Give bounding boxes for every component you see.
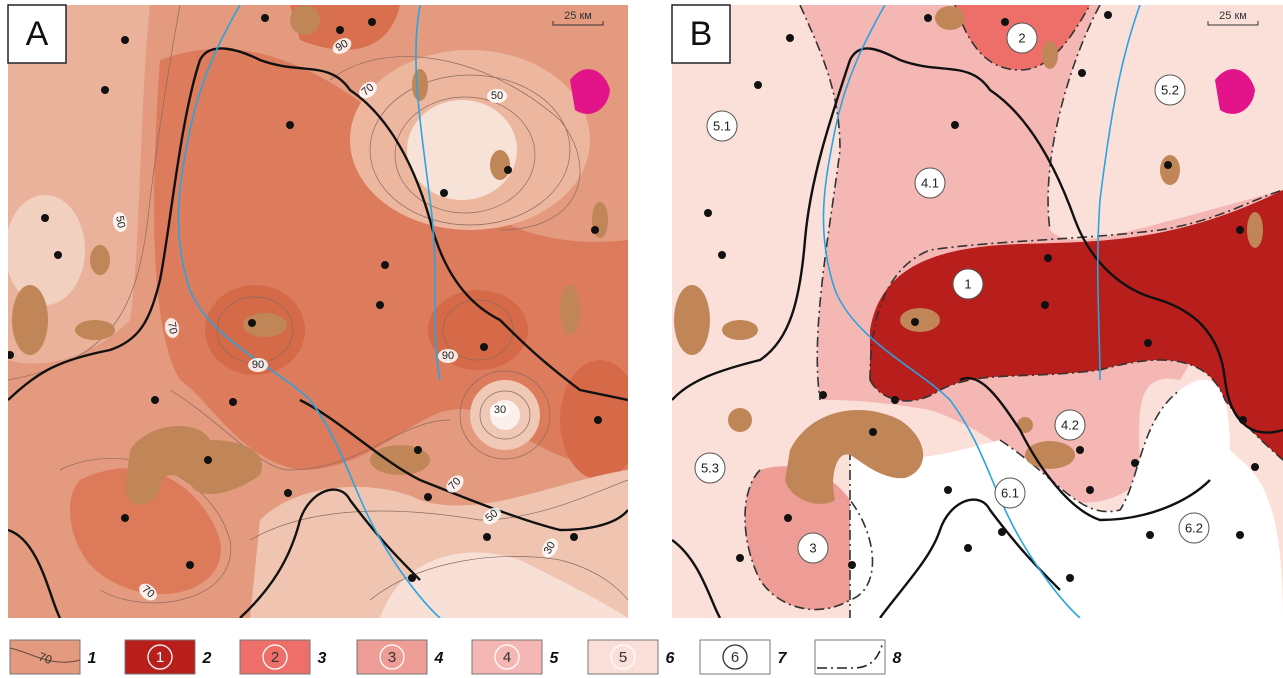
legend-number: 2 xyxy=(202,650,212,667)
legend-number: 1 xyxy=(88,650,97,667)
contour-label: 30 xyxy=(490,403,510,417)
zone-label: 5.2 xyxy=(1161,82,1179,97)
contour-value: 90 xyxy=(442,350,454,362)
legend-number: 3 xyxy=(318,650,327,667)
zone-label: 1 xyxy=(964,276,971,291)
legend-symbol: 4 xyxy=(503,649,511,666)
contour-label: 90 xyxy=(248,358,268,372)
scale-label: 25 км xyxy=(1219,10,1247,22)
contour-value: 30 xyxy=(494,404,506,416)
legend-symbol: 5 xyxy=(619,649,627,666)
contour-value: 50 xyxy=(113,215,127,229)
contour-value: 50 xyxy=(491,90,503,102)
contour-label: 90 xyxy=(438,349,458,363)
contour-value: 70 xyxy=(165,321,179,335)
zone-label: 3 xyxy=(809,540,816,555)
legend-symbol: 2 xyxy=(271,649,279,666)
legend-number: 4 xyxy=(434,650,444,667)
legend-symbol: 3 xyxy=(388,649,396,666)
zone-label: 4.1 xyxy=(921,175,939,190)
scale-label: 25 км xyxy=(564,10,592,22)
legend-number: 8 xyxy=(893,650,902,667)
zone-label: 5.3 xyxy=(701,460,719,475)
contour-label: 50 xyxy=(487,89,507,103)
legend-symbol: 6 xyxy=(731,649,739,666)
panel-label: B xyxy=(690,15,713,53)
zone-label: 5.1 xyxy=(713,118,731,133)
legend-symbol: 1 xyxy=(156,649,164,666)
zone-label: 6.1 xyxy=(1001,485,1019,500)
panel-a-map xyxy=(5,5,640,618)
zone-label: 2 xyxy=(1018,30,1025,45)
zone-label: 4.2 xyxy=(1061,417,1079,432)
legend-number: 6 xyxy=(666,650,675,667)
zone-label: 6.2 xyxy=(1185,520,1203,535)
map-figure: A25 кмB25 км90705050709090307050307025.1… xyxy=(0,0,1283,678)
legend-number: 5 xyxy=(550,650,560,667)
legend-swatch xyxy=(815,640,885,674)
contour-value: 90 xyxy=(252,359,264,371)
panel-label: A xyxy=(26,15,49,53)
legend-number: 7 xyxy=(778,650,788,667)
